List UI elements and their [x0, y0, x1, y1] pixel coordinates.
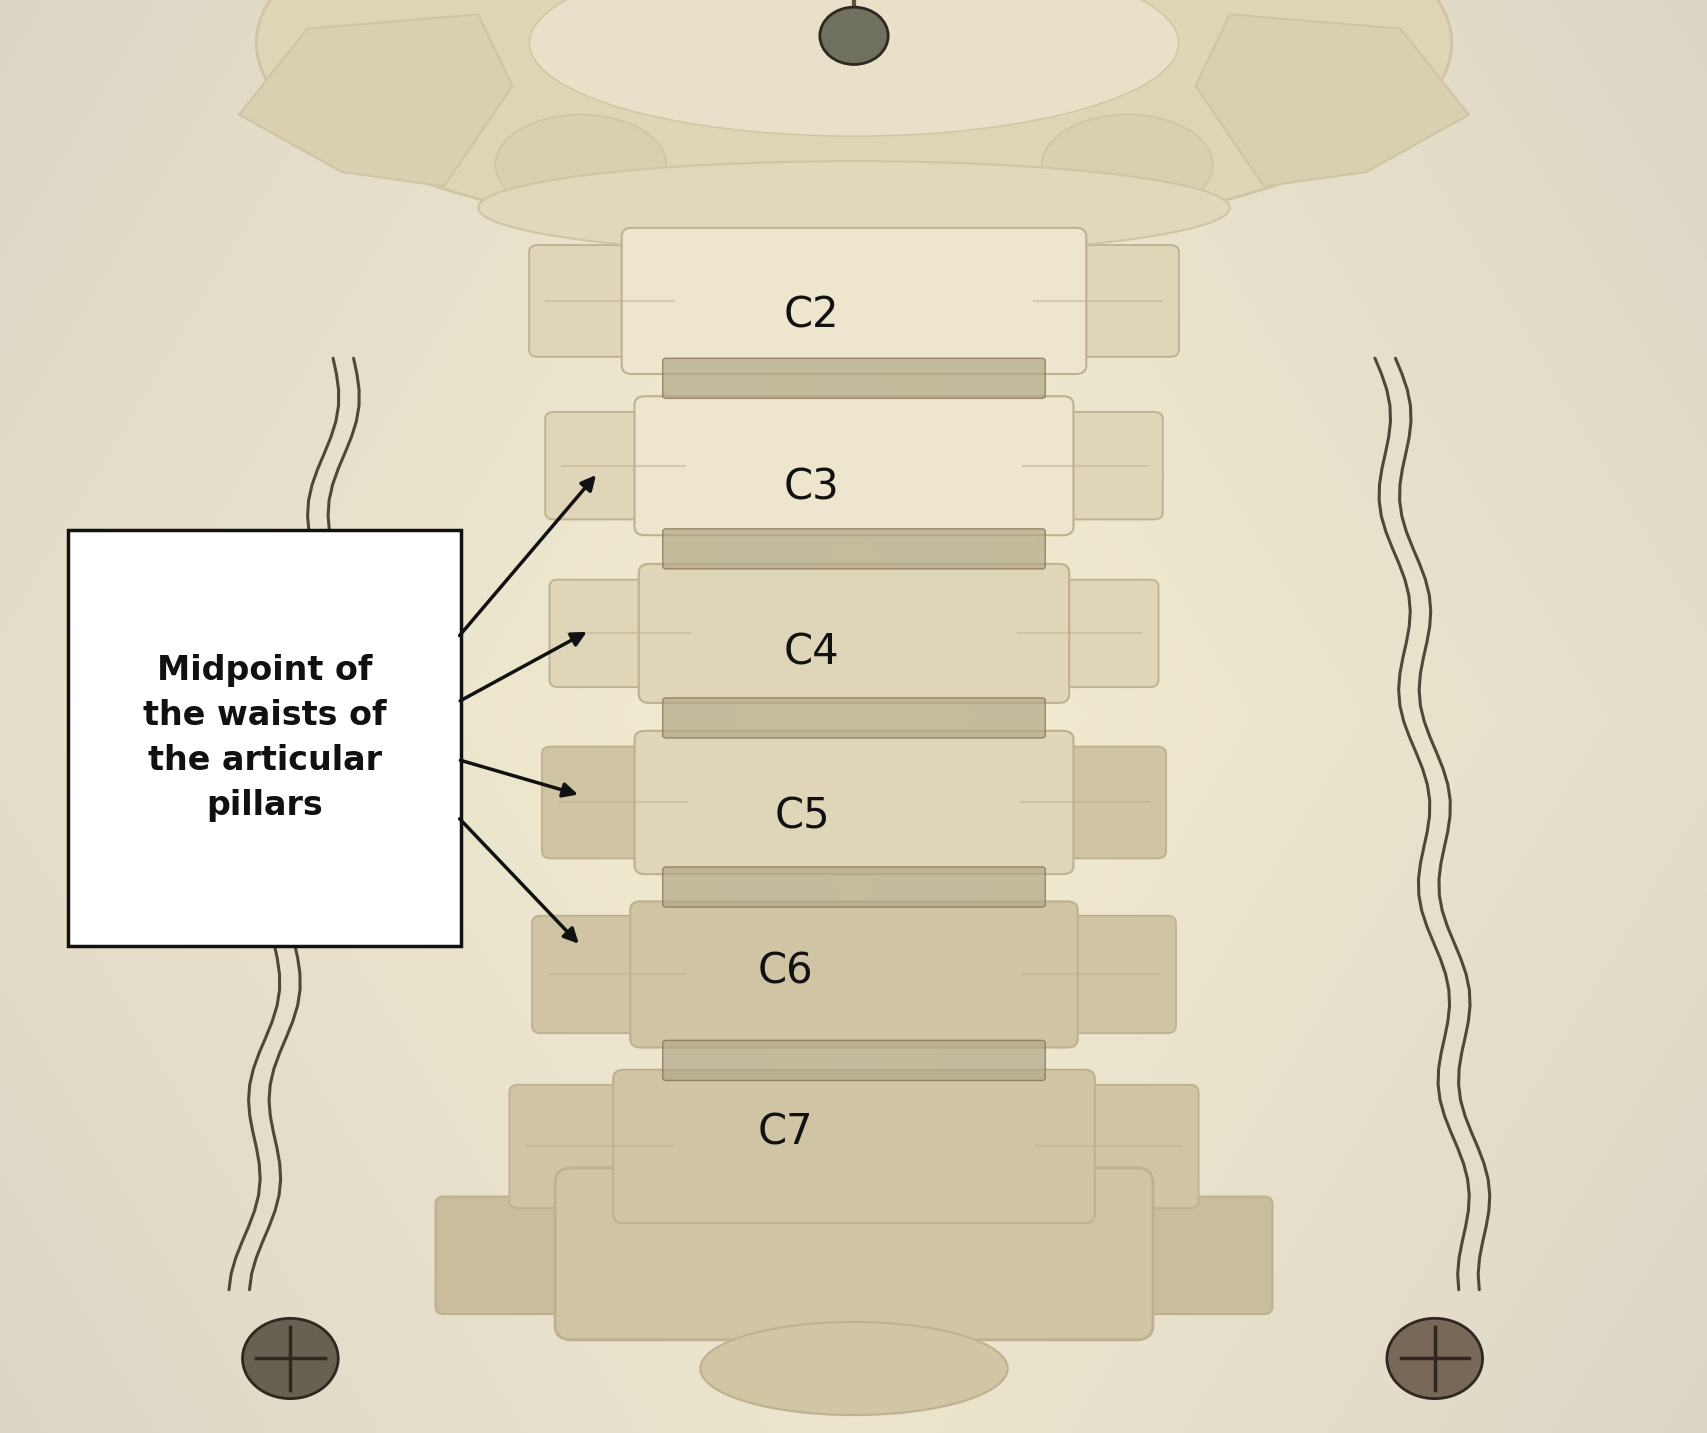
- FancyBboxPatch shape: [1004, 916, 1174, 1033]
- FancyBboxPatch shape: [1000, 580, 1157, 686]
- FancyBboxPatch shape: [1004, 747, 1166, 858]
- Ellipse shape: [1041, 115, 1212, 215]
- FancyBboxPatch shape: [635, 731, 1074, 874]
- FancyBboxPatch shape: [529, 245, 691, 357]
- Polygon shape: [239, 14, 512, 186]
- FancyBboxPatch shape: [555, 1168, 1152, 1340]
- FancyBboxPatch shape: [638, 565, 1069, 704]
- FancyBboxPatch shape: [1118, 1197, 1272, 1314]
- FancyBboxPatch shape: [541, 747, 703, 858]
- FancyBboxPatch shape: [1005, 413, 1162, 519]
- Ellipse shape: [478, 162, 1229, 255]
- Ellipse shape: [495, 115, 666, 215]
- Ellipse shape: [700, 1321, 1007, 1416]
- Text: C7: C7: [758, 1111, 813, 1154]
- FancyBboxPatch shape: [613, 1069, 1094, 1224]
- FancyBboxPatch shape: [1016, 245, 1178, 357]
- FancyBboxPatch shape: [550, 580, 707, 686]
- FancyBboxPatch shape: [662, 529, 1045, 569]
- Text: C4: C4: [784, 631, 838, 674]
- FancyBboxPatch shape: [630, 901, 1077, 1048]
- FancyBboxPatch shape: [662, 358, 1045, 398]
- FancyBboxPatch shape: [621, 228, 1086, 374]
- Text: C6: C6: [758, 950, 813, 993]
- FancyBboxPatch shape: [662, 867, 1045, 907]
- FancyBboxPatch shape: [68, 530, 461, 946]
- FancyBboxPatch shape: [635, 397, 1074, 535]
- Text: Midpoint of
the waists of
the articular
pillars: Midpoint of the waists of the articular …: [143, 655, 386, 821]
- FancyBboxPatch shape: [509, 1085, 688, 1208]
- Text: C3: C3: [784, 466, 838, 509]
- FancyBboxPatch shape: [533, 916, 703, 1033]
- FancyBboxPatch shape: [662, 698, 1045, 738]
- FancyBboxPatch shape: [435, 1197, 589, 1314]
- Text: C2: C2: [784, 294, 838, 337]
- FancyBboxPatch shape: [545, 413, 702, 519]
- Text: C5: C5: [775, 795, 830, 838]
- FancyBboxPatch shape: [1019, 1085, 1198, 1208]
- Circle shape: [819, 7, 888, 64]
- Circle shape: [242, 1318, 338, 1399]
- Ellipse shape: [529, 0, 1178, 136]
- Polygon shape: [1195, 14, 1468, 186]
- FancyBboxPatch shape: [662, 1040, 1045, 1080]
- Circle shape: [1386, 1318, 1482, 1399]
- Ellipse shape: [256, 0, 1451, 244]
